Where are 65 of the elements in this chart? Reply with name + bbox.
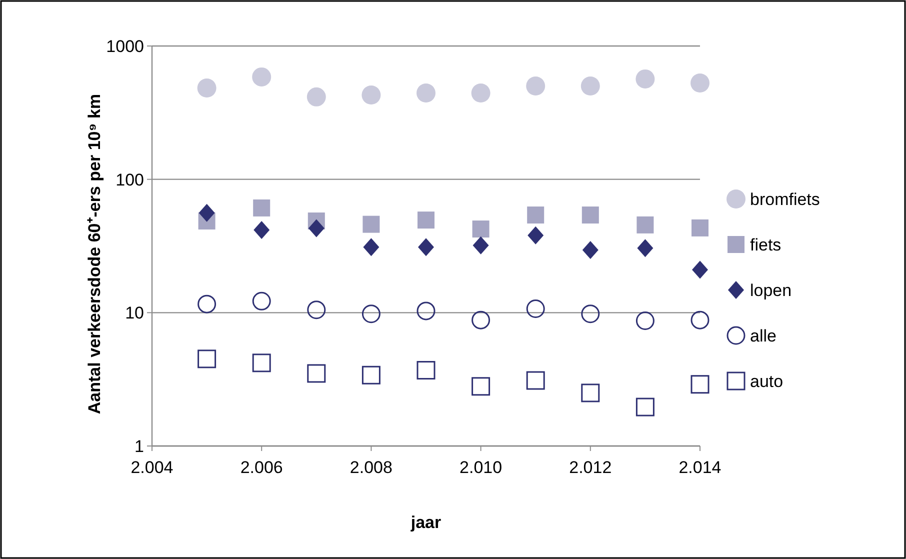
point — [416, 302, 436, 320]
point — [198, 294, 216, 314]
point — [252, 292, 271, 310]
x-tick-label: 2.008 — [350, 458, 392, 477]
point — [690, 73, 710, 92]
x-tick-label: 2.004 — [130, 458, 174, 477]
y-tick-label: 100 — [116, 170, 144, 190]
point — [252, 67, 272, 86]
y-tick-label: 10 — [125, 304, 144, 323]
point — [307, 364, 326, 383]
point — [198, 350, 216, 368]
point — [362, 86, 381, 105]
point — [306, 87, 326, 106]
x-tick-label: 2.012 — [569, 458, 612, 477]
point — [418, 212, 434, 229]
legend-label: fiets — [750, 235, 782, 254]
point — [636, 311, 654, 330]
x-tick-label: 2.014 — [678, 458, 722, 477]
point — [472, 310, 490, 330]
point — [252, 354, 271, 372]
point — [308, 219, 324, 238]
point — [526, 300, 545, 318]
legend-label: auto — [750, 372, 784, 391]
point — [581, 304, 600, 324]
point — [472, 377, 490, 396]
x-tick-label: 2.006 — [240, 458, 283, 477]
point — [254, 220, 270, 239]
point — [416, 84, 436, 103]
point — [636, 398, 654, 416]
point — [362, 366, 380, 384]
point — [690, 310, 710, 330]
legend-label: bromfiets — [750, 190, 820, 209]
x-axis-title: jaar — [410, 513, 442, 532]
y-axis-title: Aantal verkeersdode 60⁺-ers per 10⁹ km — [85, 94, 104, 414]
point — [471, 84, 490, 103]
y-tick-label: 1 — [134, 436, 144, 456]
point — [636, 216, 654, 234]
point — [472, 220, 490, 238]
point — [253, 199, 270, 216]
point — [362, 304, 380, 324]
point — [526, 371, 545, 390]
point — [418, 238, 434, 256]
x-tick-label: 2.010 — [460, 458, 502, 477]
point — [307, 300, 326, 320]
point — [472, 236, 489, 254]
point — [692, 260, 708, 279]
point — [198, 204, 215, 222]
legend-label: alle — [750, 326, 776, 346]
point — [197, 78, 216, 98]
point — [362, 216, 380, 233]
point — [582, 206, 599, 224]
point — [363, 238, 380, 256]
point — [582, 241, 598, 260]
point — [636, 69, 655, 88]
point — [637, 239, 654, 258]
point — [527, 206, 544, 224]
point — [690, 375, 710, 394]
legend-label: lopen — [750, 280, 792, 300]
point — [581, 384, 600, 402]
point — [416, 360, 436, 380]
y-tick-label: 1000 — [106, 36, 144, 56]
point — [580, 76, 600, 96]
point — [528, 226, 544, 244]
point — [692, 219, 708, 236]
point — [526, 76, 546, 96]
